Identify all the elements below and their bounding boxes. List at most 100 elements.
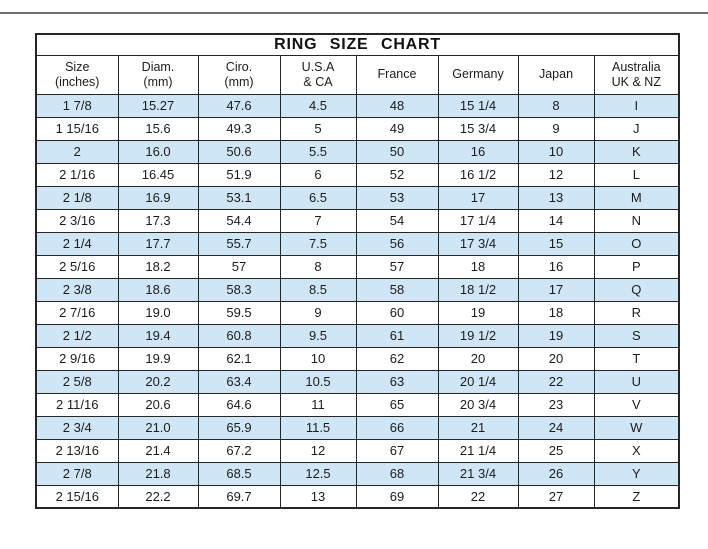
table-cell: T [593, 346, 680, 371]
table-cell: 60 [355, 300, 439, 325]
table-cell: 15 [517, 231, 595, 256]
table-cell: 12.5 [279, 461, 357, 486]
table-cell: 17.7 [117, 231, 199, 256]
table-cell: 6 [279, 162, 357, 187]
table-cell: 24 [517, 415, 595, 440]
table-cell: 21 1/4 [437, 438, 519, 463]
table-row: 2 5/8 20.2 63.4 10.5 63 20 1/4 22 U [35, 369, 680, 394]
column-header-line2: & CA [303, 74, 333, 89]
table-cell: 22.2 [117, 484, 199, 509]
table-cell: 12 [517, 162, 595, 187]
table-cell: 51.9 [197, 162, 281, 187]
column-header: France [355, 54, 439, 95]
table-cell: 22 [437, 484, 519, 509]
table-row: 2 1/2 19.4 60.8 9.5 61 19 1/2 19 S [35, 323, 680, 348]
table-cell: W [593, 415, 680, 440]
table-cell: 20 3/4 [437, 392, 519, 417]
table-cell: 7.5 [279, 231, 357, 256]
table-cell: 20 [517, 346, 595, 371]
table-cell: 11 [279, 392, 357, 417]
column-header: Australia UK & NZ [593, 54, 680, 95]
column-header-line1: Australia [611, 60, 661, 75]
top-rule-divider [0, 12, 708, 14]
table-cell: 4.5 [279, 93, 357, 118]
table-cell: 7 [279, 208, 357, 233]
table-cell: 20 [437, 346, 519, 371]
table-cell: 8 [517, 93, 595, 118]
table-row: 2 7/16 19.0 59.5 9 60 19 18 R [35, 300, 680, 325]
table-cell: 26 [517, 461, 595, 486]
table-cell: P [593, 254, 680, 279]
table-cell: 68.5 [197, 461, 281, 486]
column-header: Diam. (mm) [117, 54, 199, 95]
table-cell: 2 3/4 [35, 415, 119, 440]
table-cell: 55.7 [197, 231, 281, 256]
table-body: 1 7/8 15.27 47.6 4.5 48 15 1/4 8 I 1 15/16 15.6 49… [35, 93, 680, 509]
table-row: 2 7/8 21.8 68.5 12.5 68 21 3/4 26 Y [35, 461, 680, 486]
table-cell: Q [593, 277, 680, 302]
table-cell: Z [593, 484, 680, 509]
column-header: Ciro. (mm) [197, 54, 281, 95]
table-cell: 15.6 [117, 116, 199, 141]
column-header-line1: France [377, 67, 417, 82]
table-row: 2 3/16 17.3 54.4 7 54 17 1/4 14 N [35, 208, 680, 233]
table-cell: 10 [279, 346, 357, 371]
table-row: 1 7/8 15.27 47.6 4.5 48 15 1/4 8 I [35, 93, 680, 118]
table-cell: 8.5 [279, 277, 357, 302]
table-cell: 25 [517, 438, 595, 463]
column-header: Size (inches) [35, 54, 119, 95]
table-cell: 17 [517, 277, 595, 302]
table-cell: N [593, 208, 680, 233]
table-cell: 18 [517, 300, 595, 325]
table-cell: 20.2 [117, 369, 199, 394]
table-cell: 2 11/16 [35, 392, 119, 417]
table-cell: 54 [355, 208, 439, 233]
table-cell: 18.2 [117, 254, 199, 279]
table-cell: 68 [355, 461, 439, 486]
table-cell: 1 7/8 [35, 93, 119, 118]
table-row: 2 3/8 18.6 58.3 8.5 58 18 1/2 17 Q [35, 277, 680, 302]
table-cell: 16 [437, 139, 519, 164]
table-cell: 52 [355, 162, 439, 187]
table-cell: 48 [355, 93, 439, 118]
table-cell: 27 [517, 484, 595, 509]
table-cell: 1 15/16 [35, 116, 119, 141]
column-header: Japan [517, 54, 595, 95]
table-cell: 14 [517, 208, 595, 233]
table-cell: 64.6 [197, 392, 281, 417]
table-cell: 10.5 [279, 369, 357, 394]
table-row: 2 3/4 21.0 65.9 11.5 66 21 24 W [35, 415, 680, 440]
table-cell: X [593, 438, 680, 463]
table-row: 2 11/16 20.6 64.6 11 65 20 3/4 23 V [35, 392, 680, 417]
column-header-line2: (mm) [143, 74, 173, 89]
table-cell: 66 [355, 415, 439, 440]
column-header-line1: Germany [452, 67, 504, 82]
table-cell: 15 1/4 [437, 93, 519, 118]
table-cell: 17 3/4 [437, 231, 519, 256]
column-header-line2: (inches) [55, 74, 100, 89]
table-cell: 16.9 [117, 185, 199, 210]
table-cell: S [593, 323, 680, 348]
table-cell: 2 1/8 [35, 185, 119, 210]
column-header: Germany [437, 54, 519, 95]
table-row: 2 1/16 16.45 51.9 6 52 16 1/2 12 L [35, 162, 680, 187]
table-cell: 69 [355, 484, 439, 509]
table-cell: 17 1/4 [437, 208, 519, 233]
table-cell: 2 3/16 [35, 208, 119, 233]
table-cell: M [593, 185, 680, 210]
table-cell: 18.6 [117, 277, 199, 302]
table-cell: O [593, 231, 680, 256]
table-row: 2 9/16 19.9 62.1 10 62 20 20 T [35, 346, 680, 371]
table-cell: Y [593, 461, 680, 486]
table-cell: 5 [279, 116, 357, 141]
table-cell: 2 7/16 [35, 300, 119, 325]
table-cell: 2 15/16 [35, 484, 119, 509]
table-cell: 17 [437, 185, 519, 210]
table-cell: 20 1/4 [437, 369, 519, 394]
table-cell: 9 [279, 300, 357, 325]
table-row: 2 16.0 50.6 5.5 50 16 10 K [35, 139, 680, 164]
table-cell: 2 1/2 [35, 323, 119, 348]
table-cell: 13 [279, 484, 357, 509]
table-cell: 11.5 [279, 415, 357, 440]
